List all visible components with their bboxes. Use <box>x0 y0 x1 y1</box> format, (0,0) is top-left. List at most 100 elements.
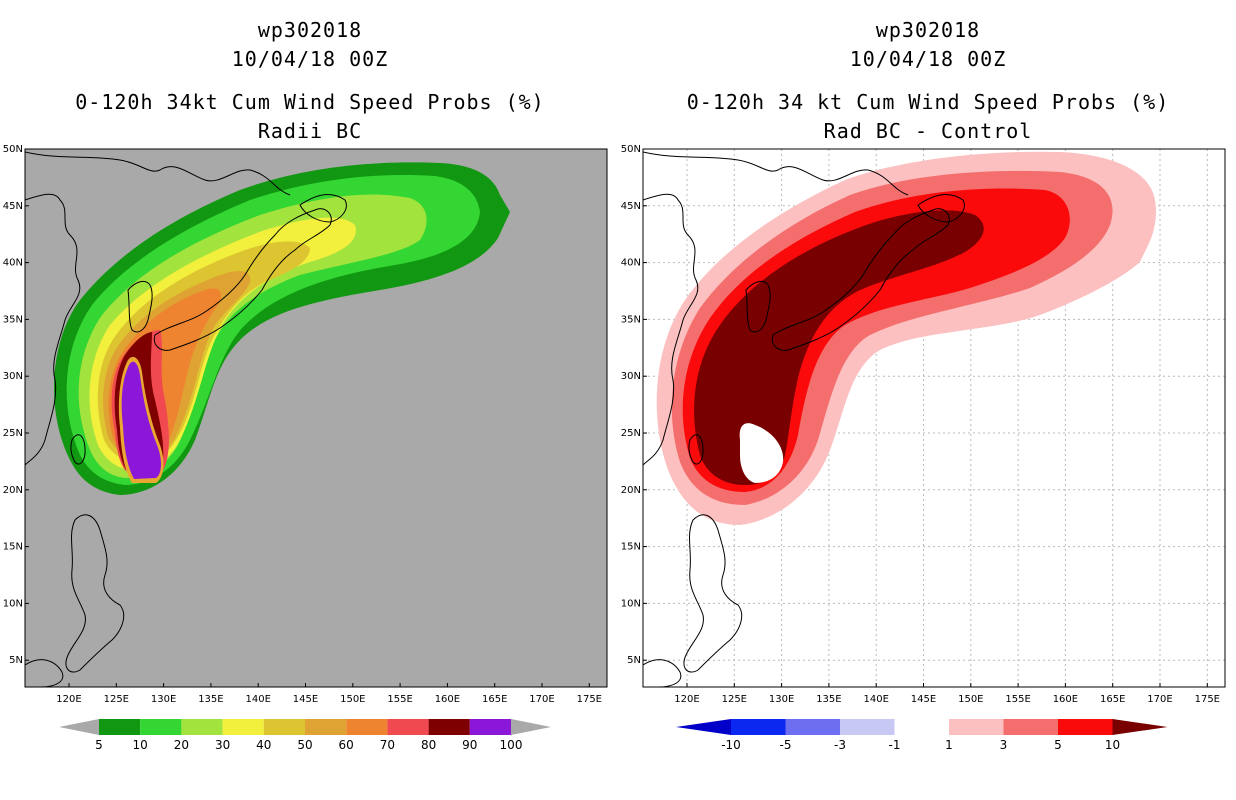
right-date: 10/04/18 00Z <box>849 47 1007 71</box>
left-legend-label: 10 <box>133 738 148 752</box>
left-legend-swatch <box>181 719 223 735</box>
left-lon-label: 125E <box>104 694 129 705</box>
right-legend-label: 1 <box>945 738 953 752</box>
left-probability-field <box>53 162 511 495</box>
left-map-title: wp302018 10/04/18 00Z <box>0 16 620 74</box>
left-legend-swatch <box>387 719 429 735</box>
left-product: 0-120h 34kt Cum Wind Speed Probs (%) <box>75 90 545 114</box>
left-legend-label: 80 <box>421 738 436 752</box>
coast-taiwan <box>70 434 86 465</box>
left-coastlines <box>25 151 347 687</box>
left-lon-label: 150E <box>340 694 365 705</box>
left-lat-label: 15N <box>3 542 23 553</box>
right-legend-label: 3 <box>1000 738 1008 752</box>
left-lat-label: 45N <box>3 201 23 212</box>
coast-taiwan <box>688 434 704 465</box>
coast-japan <box>153 208 332 351</box>
left-lon-label: 120E <box>56 694 81 705</box>
right-lat-label: 10N <box>621 598 641 609</box>
right-colorbar: -10 -5 -3 -1 1 3 5 10 <box>676 719 1168 752</box>
coast-japan <box>771 208 950 351</box>
diff-band-10 <box>694 210 984 486</box>
right-lat-label: 25N <box>621 428 641 439</box>
right-legend-arrow-right <box>1112 719 1168 735</box>
right-lat-label: 40N <box>621 258 641 269</box>
left-lon-label: 160E <box>435 694 460 705</box>
right-lon-labels: 120E 125E 130E 135E 140E 145E 150E 155E 160E 165E… <box>674 683 1220 705</box>
coast-asia <box>25 193 81 466</box>
right-legend-swatch <box>731 719 786 735</box>
right-difference-field <box>656 151 1157 525</box>
right-legend-swatch <box>1003 719 1058 735</box>
right-lat-label: 35N <box>621 314 641 325</box>
left-lat-label: 10N <box>3 598 23 609</box>
left-legend-swatch <box>305 719 347 735</box>
left-lon-label: 130E <box>151 694 176 705</box>
right-legend-swatch <box>1058 719 1113 735</box>
right-legend-label: -5 <box>780 738 792 752</box>
coast-korea <box>127 280 153 333</box>
left-lat-label: 35N <box>3 314 23 325</box>
right-storm-id: wp302018 <box>875 18 981 42</box>
left-lon-label: 175E <box>577 694 602 705</box>
left-legend-label: 20 <box>174 738 189 752</box>
left-lon-label: 140E <box>245 694 270 705</box>
left-legend-arrow-right <box>511 719 551 735</box>
left-date: 10/04/18 00Z <box>231 47 389 71</box>
left-legend-swatch <box>469 719 511 735</box>
right-legend-label: -3 <box>834 738 846 752</box>
left-lat-label: 25N <box>3 428 23 439</box>
right-legend-label: -10 <box>721 738 741 752</box>
left-lon-labels: 120E 125E 130E 135E 140E 145E 150E 155E 160E 165E… <box>56 683 602 705</box>
coast-philippines <box>683 514 743 673</box>
right-lon-label: 130E <box>769 694 794 705</box>
right-legend-label: 10 <box>1105 738 1120 752</box>
right-lon-label: 135E <box>816 694 841 705</box>
left-lat-label: 50N <box>3 144 23 155</box>
left-legend-swatch <box>346 719 388 735</box>
left-map-subtitle: 0-120h 34kt Cum Wind Speed Probs (%) Rad… <box>0 88 620 146</box>
right-map-title: wp302018 10/04/18 00Z <box>618 16 1236 74</box>
left-lon-label: 155E <box>387 694 412 705</box>
prob-band-100 <box>121 361 162 479</box>
left-lat-label: 30N <box>3 371 23 382</box>
right-product: 0-120h 34 kt Cum Wind Speed Probs (%) <box>686 90 1170 114</box>
right-legend-label: 5 <box>1054 738 1062 752</box>
right-lon-label: 125E <box>722 694 747 705</box>
left-variant: Radii BC <box>257 119 363 143</box>
coast-hokkaido <box>299 194 347 223</box>
right-lon-label: 145E <box>911 694 936 705</box>
left-legend-swatch <box>99 719 141 735</box>
right-lat-label: 45N <box>621 201 641 212</box>
right-lon-label: 160E <box>1053 694 1078 705</box>
right-lon-label: 150E <box>958 694 983 705</box>
right-lat-label: 30N <box>621 371 641 382</box>
left-storm-id: wp302018 <box>257 18 363 42</box>
right-lon-label: 155E <box>1005 694 1030 705</box>
left-legend-label: 90 <box>462 738 477 752</box>
left-legend-swatch <box>140 719 182 735</box>
right-legend-swatch <box>894 719 949 735</box>
left-lon-label: 135E <box>198 694 223 705</box>
left-lat-label: 20N <box>3 485 23 496</box>
right-legend-arrow-left <box>676 719 731 735</box>
left-legend-label: 40 <box>256 738 271 752</box>
right-lat-labels: 50N 45N 40N 35N 30N 25N 20N 15N 10N 5N <box>621 144 647 666</box>
right-lon-label: 140E <box>863 694 888 705</box>
right-variant: Rad BC - Control <box>823 119 1033 143</box>
right-legend-swatch <box>840 719 895 735</box>
right-map-subtitle: 0-120h 34 kt Cum Wind Speed Probs (%) Ra… <box>618 88 1236 146</box>
left-legend-label: 5 <box>95 738 103 752</box>
right-lat-label: 5N <box>627 655 641 666</box>
right-legend-swatch <box>785 719 840 735</box>
left-lon-label: 145E <box>293 694 318 705</box>
left-lat-labels: 50N 45N 40N 35N 30N 25N 20N 15N 10N 5N <box>3 144 29 666</box>
right-legend-swatch <box>949 719 1004 735</box>
right-lon-label: 120E <box>674 694 699 705</box>
left-legend-label: 100 <box>500 738 523 752</box>
right-lon-label: 170E <box>1147 694 1172 705</box>
left-legend-arrow-left <box>59 719 99 735</box>
left-legend-label: 60 <box>339 738 354 752</box>
left-legend-swatch <box>263 719 305 735</box>
